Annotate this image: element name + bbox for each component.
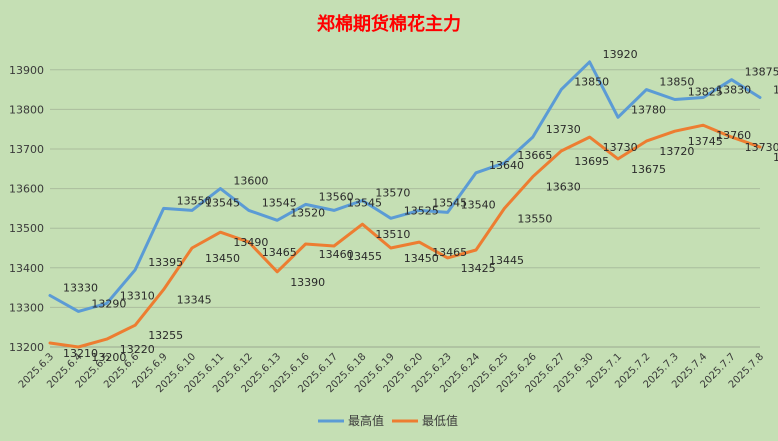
data-label: 13830 <box>716 84 751 97</box>
data-label: 13705 <box>773 151 778 164</box>
data-label: 13510 <box>375 228 410 241</box>
data-label: 13695 <box>574 155 609 168</box>
data-label: 13290 <box>91 297 126 310</box>
data-label: 13450 <box>205 252 240 265</box>
data-label: 13310 <box>120 289 155 302</box>
data-label: 13600 <box>233 175 268 188</box>
data-label: 13745 <box>688 135 723 148</box>
data-label: 13525 <box>404 204 439 217</box>
series-line-low <box>48 123 762 349</box>
data-label: 13210 <box>63 347 98 360</box>
y-tick-label: 13800 <box>9 103 44 116</box>
data-label: 13460 <box>319 248 354 261</box>
data-label: 13920 <box>603 48 638 61</box>
data-label: 13200 <box>91 351 126 364</box>
data-label: 13345 <box>177 294 212 307</box>
data-label: 13730 <box>546 123 581 136</box>
data-label: 13730 <box>603 141 638 154</box>
data-label: 13455 <box>347 250 382 263</box>
data-label: 13465 <box>262 246 297 259</box>
data-label: 13875 <box>745 66 778 79</box>
data-label: 13825 <box>688 86 723 99</box>
data-label: 13330 <box>63 282 98 295</box>
y-tick-label: 13600 <box>9 183 44 196</box>
data-label: 13570 <box>375 186 410 199</box>
data-label: 13630 <box>546 181 581 194</box>
x-axis: 2025.6.32025.6.42025.6.52025.6.62025.6.9… <box>17 351 766 395</box>
data-label: 13780 <box>631 103 666 116</box>
data-label: 13425 <box>461 262 496 275</box>
data-label: 13730 <box>745 141 778 154</box>
y-axis: 13200 13300 13400 13500 13600 13700 13800 13900 <box>9 64 44 354</box>
legend-label: 最高值 <box>348 413 384 428</box>
data-label: 13395 <box>148 256 183 269</box>
data-label: 13255 <box>148 329 183 342</box>
series-group <box>48 60 762 349</box>
data-label: 13445 <box>489 254 524 267</box>
y-tick-label: 13400 <box>9 262 44 275</box>
data-label: 13550 <box>177 194 212 207</box>
y-tick-label: 13700 <box>9 143 44 156</box>
data-label: 13490 <box>233 236 268 249</box>
data-label: 13220 <box>120 343 155 356</box>
legend-label: 最低值 <box>422 413 458 428</box>
data-label: 13545 <box>432 196 467 209</box>
data-label: 13550 <box>517 212 552 225</box>
series-line-high <box>48 60 762 313</box>
data-label: 13830 <box>773 84 778 97</box>
data-label: 13450 <box>404 252 439 265</box>
data-label: 13560 <box>319 190 354 203</box>
data-label: 13850 <box>659 76 694 89</box>
data-label: 13675 <box>631 163 666 176</box>
data-label: 13390 <box>290 276 325 289</box>
data-label: 13640 <box>489 159 524 172</box>
chart-title: 郑棉期货棉花主力 <box>317 13 461 35</box>
data-label: 13545 <box>347 196 382 209</box>
data-label: 13760 <box>716 129 751 142</box>
data-label: 13545 <box>205 196 240 209</box>
data-label: 13520 <box>290 206 325 219</box>
data-labels: 1333013290133101339513550135451360013545… <box>63 48 778 364</box>
gridlines <box>50 69 760 348</box>
y-tick-label: 13900 <box>9 64 44 77</box>
data-label: 13720 <box>659 145 694 158</box>
data-label: 13665 <box>517 149 552 162</box>
y-tick-label: 13300 <box>9 301 44 314</box>
y-tick-label: 13500 <box>9 222 44 235</box>
legend: 最高值 最低值 <box>318 413 458 428</box>
data-label: 13545 <box>262 196 297 209</box>
y-tick-label: 13200 <box>9 341 44 354</box>
data-label: 13850 <box>574 76 609 89</box>
data-label: 13540 <box>461 198 496 211</box>
data-label: 13465 <box>432 246 467 259</box>
